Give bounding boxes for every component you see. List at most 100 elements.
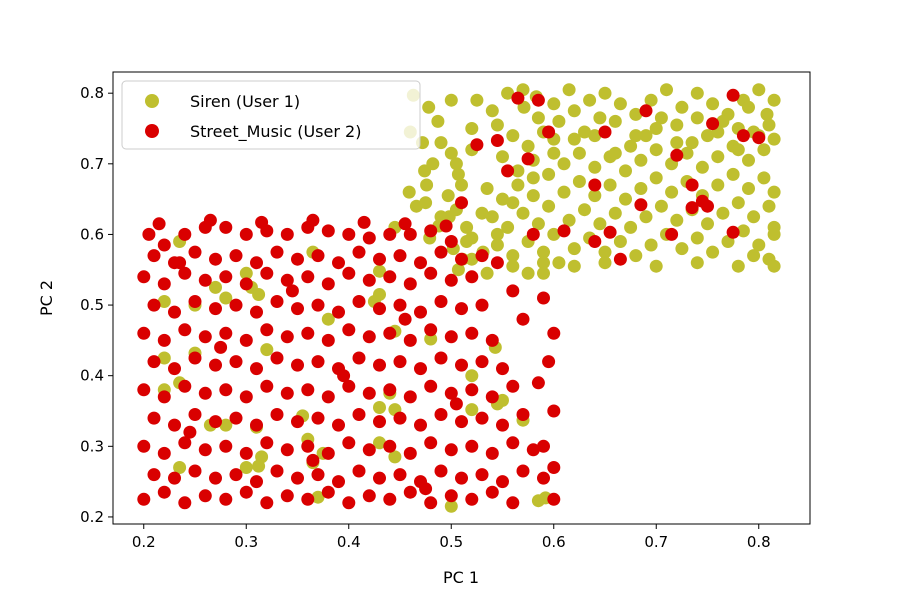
scatter-point <box>665 227 679 241</box>
scatter-point <box>332 256 345 270</box>
scatter-point <box>444 386 458 400</box>
scatter-point <box>414 256 427 270</box>
y-axis-label: PC 2 <box>37 280 56 316</box>
scatter-point <box>383 439 397 453</box>
scatter-point <box>465 270 479 284</box>
scatter-point <box>137 326 151 340</box>
scatter-point <box>480 266 494 280</box>
scatter-point <box>137 383 151 397</box>
scatter-point <box>402 185 416 199</box>
scatter-point <box>496 192 509 206</box>
scatter-point <box>588 129 602 143</box>
scatter-point <box>357 215 371 229</box>
scatter-point <box>608 206 622 220</box>
scatter-point <box>619 164 632 178</box>
scatter-point <box>301 439 315 453</box>
scatter-point <box>352 295 366 308</box>
scatter-point <box>252 459 266 473</box>
scatter-point <box>465 492 479 506</box>
scatter-point <box>219 383 233 397</box>
scatter-point <box>301 270 315 284</box>
scatter-point <box>475 355 489 369</box>
scatter-point <box>752 83 766 97</box>
scatter-point <box>624 139 638 153</box>
scatter-point <box>373 302 386 316</box>
scatter-point <box>373 252 386 266</box>
scatter-point <box>209 280 222 294</box>
scatter-point <box>449 157 463 171</box>
scatter-point <box>321 312 335 326</box>
scatter-point <box>608 114 622 128</box>
scatter-point <box>603 225 617 239</box>
scatter-point <box>198 386 212 400</box>
scatter-point <box>537 266 550 280</box>
scatter-point <box>603 178 617 192</box>
scatter-point <box>465 252 479 266</box>
scatter-point <box>239 446 253 460</box>
scatter-point <box>198 273 212 287</box>
scatter-point <box>455 178 468 192</box>
scatter-point <box>198 330 212 344</box>
scatter-point <box>142 227 156 241</box>
scatter-point <box>383 383 397 397</box>
scatter-point <box>178 379 192 393</box>
scatter-point <box>531 93 545 107</box>
scatter-point <box>321 277 335 291</box>
scatter-point <box>480 182 494 195</box>
scatter-point <box>701 129 714 143</box>
scatter-point <box>444 273 458 287</box>
scatter-point <box>250 418 263 432</box>
scatter-point <box>209 302 222 316</box>
scatter-point <box>690 256 704 270</box>
scatter-point <box>542 167 556 181</box>
scatter-point <box>403 227 417 241</box>
scatter-point <box>701 199 714 213</box>
scatter-point <box>321 333 335 347</box>
scatter-point <box>526 171 540 185</box>
legend-label-street-music: Street_Music (User 2) <box>190 122 361 142</box>
scatter-point <box>649 259 663 273</box>
y-tick-label: 0.8 <box>80 84 104 102</box>
scatter-point <box>342 266 356 280</box>
scatter-point <box>424 496 438 510</box>
scatter-point <box>547 492 561 506</box>
scatter-point <box>219 439 233 453</box>
scatter-point <box>634 198 648 212</box>
scatter-point <box>260 343 274 357</box>
scatter-point <box>465 122 479 135</box>
x-axis-label: PC 1 <box>443 568 479 587</box>
scatter-point <box>291 415 304 429</box>
scatter-point <box>188 245 202 259</box>
scatter-point <box>516 206 530 220</box>
scatter-point <box>260 323 274 337</box>
scatter-point <box>239 390 253 404</box>
scatter-point <box>449 397 463 411</box>
scatter-point <box>521 266 535 280</box>
scatter-point <box>588 178 602 192</box>
scatter-point <box>311 355 325 369</box>
scatter-point <box>526 189 540 203</box>
scatter-point <box>455 415 468 429</box>
scatter-point <box>613 97 627 111</box>
scatter-point <box>209 252 222 266</box>
scatter-point <box>291 358 304 372</box>
scatter-point <box>137 270 151 284</box>
scatter-point <box>424 379 438 393</box>
scatter-point <box>362 330 376 344</box>
scatter-point <box>209 471 222 485</box>
scatter-point <box>260 496 274 510</box>
scatter-point <box>660 83 673 97</box>
scatter-point <box>670 213 684 227</box>
scatter-point <box>475 468 489 482</box>
scatter-point <box>250 305 263 319</box>
scatter-point <box>260 379 274 393</box>
scatter-point <box>547 404 561 418</box>
x-axis: 0.2 0.3 0.4 0.5 0.6 0.7 0.8 <box>132 524 771 551</box>
scatter-point <box>736 129 750 143</box>
scatter-point <box>403 390 417 404</box>
scatter-point <box>547 227 561 241</box>
scatter-point <box>552 114 566 128</box>
legend: Siren (User 1) Street_Music (User 2) <box>121 80 421 150</box>
scatter-point <box>321 390 335 404</box>
